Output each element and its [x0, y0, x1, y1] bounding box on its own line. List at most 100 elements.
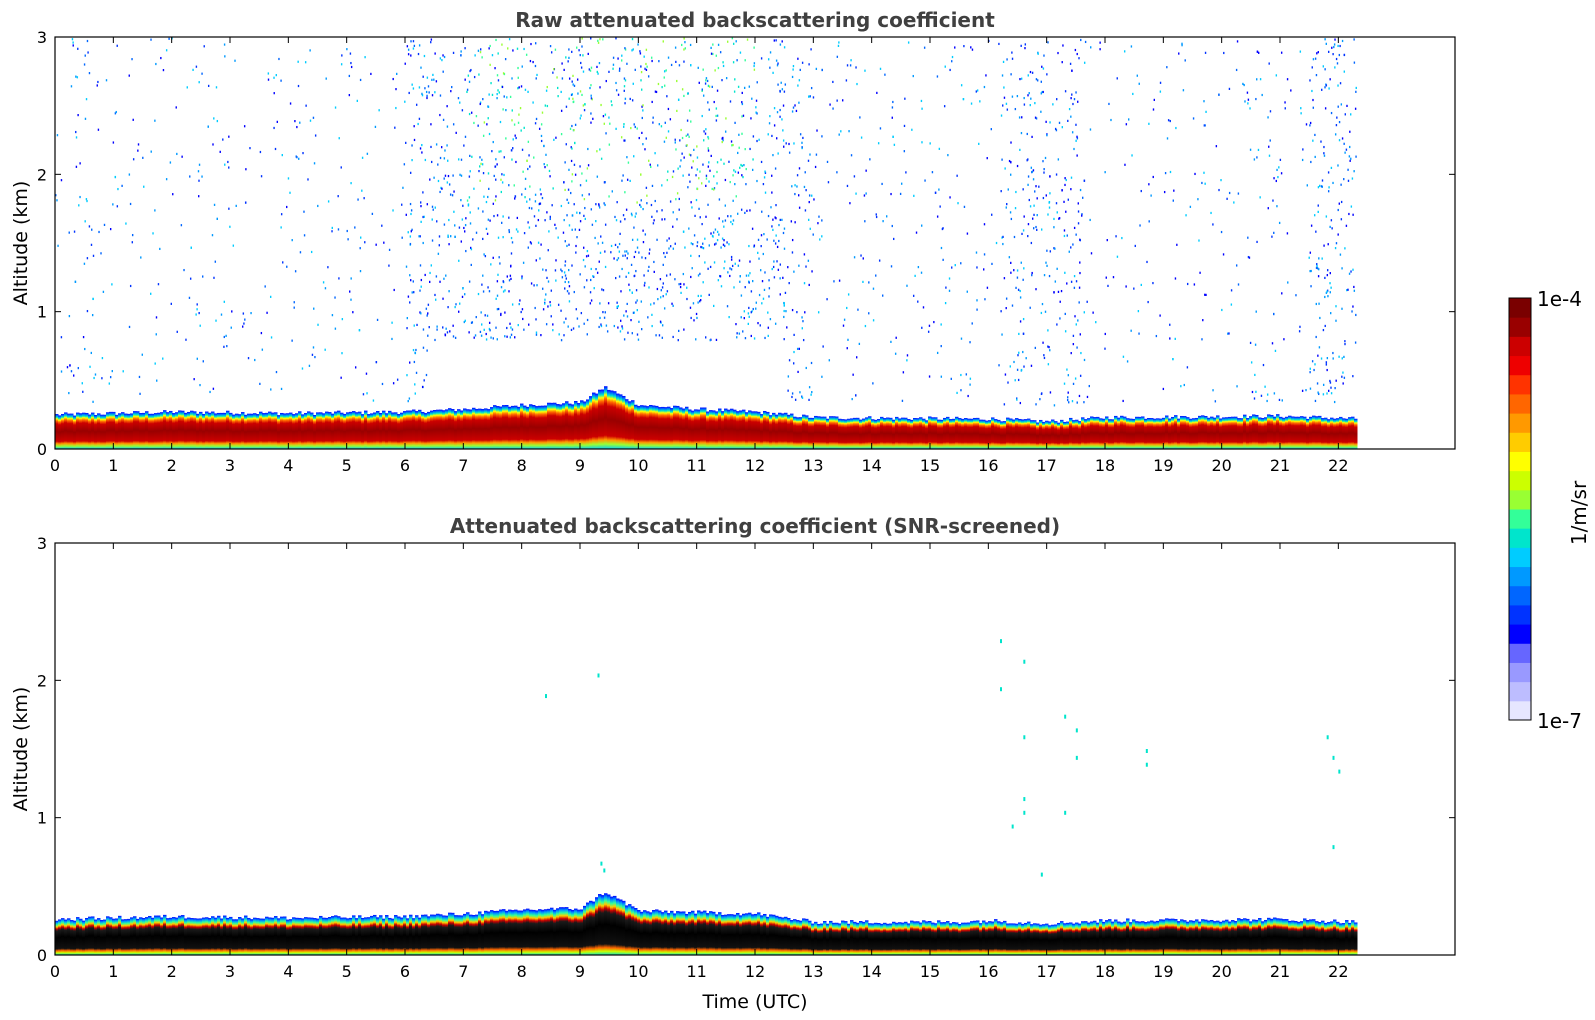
noise-pixel [791, 185, 793, 188]
layer-column [562, 907, 566, 955]
layer-column [700, 911, 704, 955]
noise-pixel [722, 64, 725, 68]
noise-pixel [704, 132, 707, 135]
noise-pixel [801, 395, 803, 398]
noise-pixel [1024, 43, 1027, 46]
layer-column [1066, 421, 1070, 449]
noise-pixel [776, 64, 779, 67]
layer-column [1183, 416, 1187, 449]
noise-pixel [460, 174, 463, 177]
noise-pixel [632, 311, 635, 314]
noise-pixel [677, 167, 679, 170]
layer-column [67, 918, 71, 955]
noise-pixel [589, 302, 592, 305]
layer-column [730, 914, 734, 955]
noise-pixel [1030, 166, 1033, 169]
noise-pixel [498, 91, 501, 94]
layer-column [1240, 919, 1244, 955]
layer-column [1015, 923, 1019, 955]
noise-pixel [1329, 282, 1331, 285]
noise-pixel [914, 274, 916, 277]
noise-pixel [567, 281, 570, 284]
noise-pixel [1049, 175, 1051, 178]
noise-pixel [199, 383, 201, 387]
layer-column [388, 917, 392, 955]
noise-pixel [661, 286, 664, 289]
layer-column [235, 919, 239, 955]
noise-pixel [1218, 93, 1220, 96]
layer-column [217, 412, 221, 449]
noise-pixel [280, 387, 283, 391]
noise-pixel [70, 85, 73, 88]
noise-pixel [733, 90, 736, 93]
layer-column [361, 917, 365, 955]
noise-pixel [501, 221, 503, 224]
layer-column [247, 413, 251, 449]
layer-column [397, 916, 401, 955]
noise-pixel [1340, 218, 1343, 221]
noise-pixel [573, 84, 576, 87]
noise-pixel [505, 137, 507, 140]
layer-column [1012, 419, 1016, 449]
noise-pixel [452, 174, 454, 177]
layer-column [1186, 417, 1190, 449]
noise-pixel [1186, 282, 1189, 286]
noise-pixel [1298, 330, 1301, 333]
noise-pixel [1175, 126, 1177, 130]
noise-pixel [749, 260, 751, 263]
noise-pixel [632, 48, 634, 51]
noise-pixel [242, 312, 245, 315]
noise-pixel [799, 68, 801, 72]
layer-column [1069, 922, 1073, 955]
noise-pixel [625, 275, 627, 278]
noise-pixel [508, 290, 510, 293]
noise-pixel [905, 171, 907, 174]
noise-pixel [421, 92, 423, 95]
noise-pixel [1271, 235, 1273, 238]
layer-column [1111, 419, 1115, 449]
noise-pixel [560, 90, 562, 94]
noise-pixel [496, 280, 499, 283]
noise-pixel [1317, 354, 1319, 357]
noise-pixel [195, 65, 198, 68]
layer-column [199, 411, 203, 449]
noise-pixel [508, 216, 510, 219]
noise-pixel [448, 183, 451, 186]
layer-column [1111, 921, 1115, 955]
layer-column [1174, 415, 1178, 449]
layer-column [760, 915, 764, 955]
noise-pixel [431, 239, 434, 242]
noise-pixel [903, 150, 906, 153]
noise-pixel [453, 190, 455, 193]
noise-pixel [1080, 38, 1082, 42]
noise-pixel [586, 333, 588, 336]
layer-column [1270, 918, 1274, 955]
noise-pixel [85, 98, 88, 101]
noise-pixel [571, 180, 573, 183]
noise-pixel [186, 86, 188, 89]
noise-pixel [782, 139, 785, 142]
noise-pixel [654, 152, 656, 155]
noise-pixel [1347, 168, 1349, 171]
noise-pixel [1052, 103, 1054, 106]
layer-column [1105, 416, 1109, 449]
noise-pixel [1345, 224, 1348, 227]
noise-pixel [482, 98, 484, 101]
noise-pixel [788, 359, 791, 362]
layer-column [58, 919, 62, 955]
noise-pixel [1024, 47, 1026, 50]
noise-pixel [967, 394, 969, 398]
noise-pixel [962, 98, 965, 101]
noise-pixel [407, 400, 409, 403]
noise-pixel [1099, 48, 1101, 51]
panel-raw-x-ticks: 0 1 2 3 4 5 6 7 8 9 10 11 12 13 14 15 16 17 18 19 20 21 22 [50, 37, 1349, 475]
layer-column [1096, 922, 1100, 955]
layer-column [832, 922, 836, 955]
noise-pixel [162, 68, 165, 72]
layer-column [226, 917, 230, 955]
noise-pixel [297, 60, 299, 63]
noise-pixel [688, 173, 690, 176]
noise-pixel [388, 264, 390, 267]
layer-column [1246, 418, 1250, 449]
noise-pixel [1338, 355, 1340, 358]
